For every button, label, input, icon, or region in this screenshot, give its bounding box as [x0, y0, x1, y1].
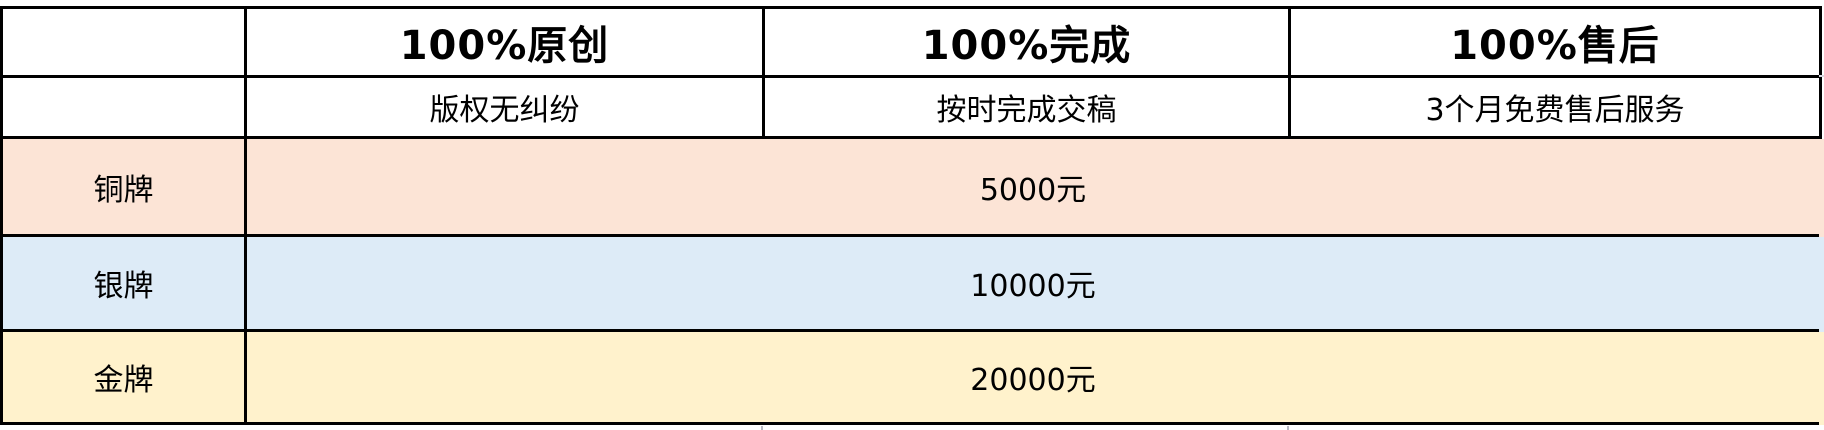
tier-row-bronze: 铜牌 5000元 — [0, 136, 1822, 237]
header-cell-completion: 100%完成 — [762, 6, 1291, 78]
corner-cell-subtitle — [0, 75, 247, 139]
tier-row-gold: 金牌 20000元 — [0, 329, 1822, 425]
header-row: 100%原创 100%完成 100%售后 — [0, 6, 1822, 78]
subtitle-cell-free-service: 3个月免费售后服务 — [1288, 75, 1822, 139]
subtitle-cell-copyright: 版权无纠纷 — [244, 75, 765, 139]
subtitle-cell-on-time-delivery: 按时完成交稿 — [762, 75, 1291, 139]
tier-row-silver: 银牌 10000元 — [0, 234, 1822, 332]
gridline-remnant-bottom-right — [1287, 426, 1289, 430]
tier-price-gold: 20000元 — [244, 329, 1822, 425]
right-edge-sliver-silver — [1819, 237, 1824, 332]
corner-cell-header — [0, 6, 247, 78]
pricing-table: 100%原创 100%完成 100%售后 版权无纠纷 按时完成交稿 3个月免费售… — [0, 6, 1822, 425]
tier-name-silver: 银牌 — [0, 234, 247, 332]
tier-price-silver: 10000元 — [244, 234, 1822, 332]
gridline-remnant-right-edge — [1819, 75, 1824, 77]
right-edge-sliver-gold — [1819, 332, 1824, 425]
header-cell-aftersale: 100%售后 — [1288, 6, 1822, 78]
tier-price-bronze: 5000元 — [244, 136, 1822, 237]
tier-name-bronze: 铜牌 — [0, 136, 247, 237]
header-cell-original: 100%原创 — [244, 6, 765, 78]
tier-name-gold: 金牌 — [0, 329, 247, 425]
gridline-remnant-bottom-left — [761, 426, 763, 430]
subtitle-row: 版权无纠纷 按时完成交稿 3个月免费售后服务 — [0, 75, 1822, 139]
right-edge-sliver-bronze — [1819, 139, 1824, 237]
